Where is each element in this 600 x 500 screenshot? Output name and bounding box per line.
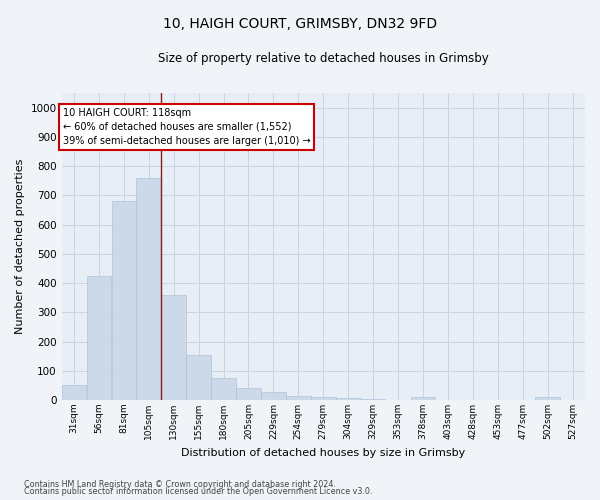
Bar — [112, 201, 136, 400]
Bar — [186, 354, 211, 400]
Bar — [286, 396, 311, 400]
Bar — [311, 397, 335, 400]
Bar — [261, 392, 286, 400]
Bar — [86, 276, 111, 400]
Bar — [136, 178, 161, 400]
Bar — [211, 378, 236, 400]
Text: Contains HM Land Registry data © Crown copyright and database right 2024.: Contains HM Land Registry data © Crown c… — [24, 480, 336, 489]
Text: Contains public sector information licensed under the Open Government Licence v3: Contains public sector information licen… — [24, 487, 373, 496]
Text: 10, HAIGH COURT, GRIMSBY, DN32 9FD: 10, HAIGH COURT, GRIMSBY, DN32 9FD — [163, 18, 437, 32]
Bar — [410, 397, 436, 400]
Bar — [62, 386, 86, 400]
Bar — [161, 295, 186, 400]
Bar — [236, 388, 261, 400]
Bar — [535, 397, 560, 400]
X-axis label: Distribution of detached houses by size in Grimsby: Distribution of detached houses by size … — [181, 448, 466, 458]
Bar — [336, 398, 361, 400]
Text: 10 HAIGH COURT: 118sqm
← 60% of detached houses are smaller (1,552)
39% of semi-: 10 HAIGH COURT: 118sqm ← 60% of detached… — [62, 108, 310, 146]
Bar — [361, 398, 385, 400]
Y-axis label: Number of detached properties: Number of detached properties — [15, 159, 25, 334]
Title: Size of property relative to detached houses in Grimsby: Size of property relative to detached ho… — [158, 52, 488, 66]
